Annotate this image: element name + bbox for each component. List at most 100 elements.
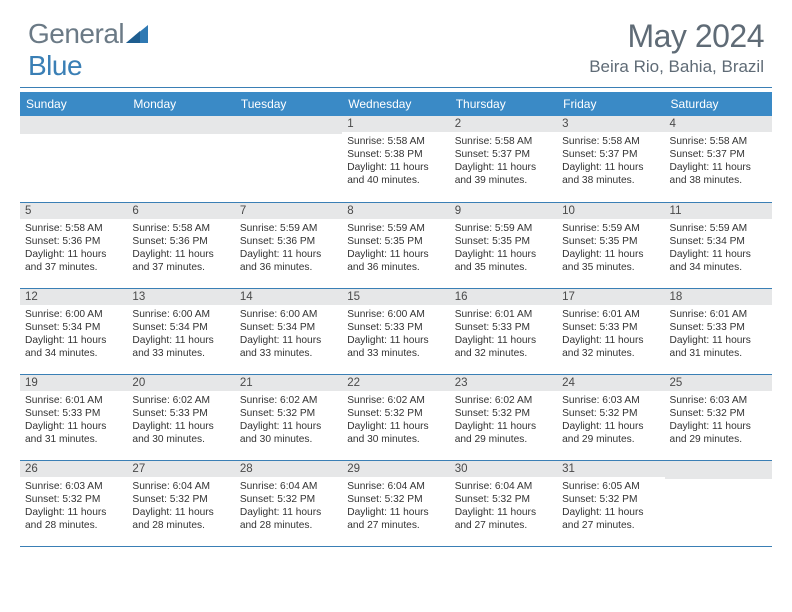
day-details: Sunrise: 6:04 AMSunset: 5:32 PMDaylight:…	[127, 477, 234, 536]
brand-logo: GeneralBlue	[28, 18, 152, 82]
calendar-cell: 23Sunrise: 6:02 AMSunset: 5:32 PMDayligh…	[450, 374, 557, 460]
day-details: Sunrise: 5:59 AMSunset: 5:35 PMDaylight:…	[450, 219, 557, 278]
weekday-header: Tuesday	[235, 92, 342, 116]
day-details: Sunrise: 6:00 AMSunset: 5:34 PMDaylight:…	[20, 305, 127, 364]
day-number: 13	[127, 289, 234, 305]
calendar-cell: 25Sunrise: 6:03 AMSunset: 5:32 PMDayligh…	[665, 374, 772, 460]
day-details: Sunrise: 5:58 AMSunset: 5:36 PMDaylight:…	[127, 219, 234, 278]
day-number: 7	[235, 203, 342, 219]
day-details: Sunrise: 6:02 AMSunset: 5:32 PMDaylight:…	[342, 391, 449, 450]
day-number: 24	[557, 375, 664, 391]
day-details: Sunrise: 5:58 AMSunset: 5:37 PMDaylight:…	[450, 132, 557, 191]
day-number: 23	[450, 375, 557, 391]
weekday-header: Saturday	[665, 92, 772, 116]
calendar-week-row: 26Sunrise: 6:03 AMSunset: 5:32 PMDayligh…	[20, 460, 772, 546]
weekday-header: Friday	[557, 92, 664, 116]
calendar-cell: 20Sunrise: 6:02 AMSunset: 5:33 PMDayligh…	[127, 374, 234, 460]
calendar-cell: 1Sunrise: 5:58 AMSunset: 5:38 PMDaylight…	[342, 116, 449, 202]
month-title: May 2024	[589, 18, 764, 55]
weekday-header: Wednesday	[342, 92, 449, 116]
day-number: 28	[235, 461, 342, 477]
day-number: 30	[450, 461, 557, 477]
day-number: 3	[557, 116, 664, 132]
calendar-cell: 17Sunrise: 6:01 AMSunset: 5:33 PMDayligh…	[557, 288, 664, 374]
day-details: Sunrise: 6:02 AMSunset: 5:32 PMDaylight:…	[450, 391, 557, 450]
calendar-week-row: 1Sunrise: 5:58 AMSunset: 5:38 PMDaylight…	[20, 116, 772, 202]
day-details: Sunrise: 6:03 AMSunset: 5:32 PMDaylight:…	[557, 391, 664, 450]
calendar-cell	[665, 460, 772, 546]
day-details: Sunrise: 6:01 AMSunset: 5:33 PMDaylight:…	[557, 305, 664, 364]
day-details: Sunrise: 6:04 AMSunset: 5:32 PMDaylight:…	[235, 477, 342, 536]
calendar-cell: 26Sunrise: 6:03 AMSunset: 5:32 PMDayligh…	[20, 460, 127, 546]
calendar-body: 1Sunrise: 5:58 AMSunset: 5:38 PMDaylight…	[20, 116, 772, 546]
day-details: Sunrise: 6:04 AMSunset: 5:32 PMDaylight:…	[450, 477, 557, 536]
calendar-cell: 21Sunrise: 6:02 AMSunset: 5:32 PMDayligh…	[235, 374, 342, 460]
calendar-cell: 5Sunrise: 5:58 AMSunset: 5:36 PMDaylight…	[20, 202, 127, 288]
location-text: Beira Rio, Bahia, Brazil	[589, 57, 764, 83]
day-number: 25	[665, 375, 772, 391]
brand-text: GeneralBlue	[28, 18, 152, 82]
calendar-cell	[20, 116, 127, 202]
empty-day-strip	[20, 116, 127, 134]
calendar-cell: 9Sunrise: 5:59 AMSunset: 5:35 PMDaylight…	[450, 202, 557, 288]
weekday-header: Thursday	[450, 92, 557, 116]
brand-word1: General	[28, 18, 124, 49]
day-number: 19	[20, 375, 127, 391]
weekday-header: Monday	[127, 92, 234, 116]
calendar-cell: 30Sunrise: 6:04 AMSunset: 5:32 PMDayligh…	[450, 460, 557, 546]
day-number: 31	[557, 461, 664, 477]
day-number: 10	[557, 203, 664, 219]
day-number: 6	[127, 203, 234, 219]
day-details: Sunrise: 5:59 AMSunset: 5:35 PMDaylight:…	[557, 219, 664, 278]
calendar-cell: 6Sunrise: 5:58 AMSunset: 5:36 PMDaylight…	[127, 202, 234, 288]
calendar-cell: 18Sunrise: 6:01 AMSunset: 5:33 PMDayligh…	[665, 288, 772, 374]
calendar-cell: 14Sunrise: 6:00 AMSunset: 5:34 PMDayligh…	[235, 288, 342, 374]
empty-day-strip	[127, 116, 234, 134]
day-details: Sunrise: 6:00 AMSunset: 5:34 PMDaylight:…	[127, 305, 234, 364]
brand-sail-icon	[126, 18, 152, 50]
day-details: Sunrise: 6:03 AMSunset: 5:32 PMDaylight:…	[665, 391, 772, 450]
calendar-cell: 22Sunrise: 6:02 AMSunset: 5:32 PMDayligh…	[342, 374, 449, 460]
day-number: 17	[557, 289, 664, 305]
day-number: 14	[235, 289, 342, 305]
day-number: 20	[127, 375, 234, 391]
day-number: 5	[20, 203, 127, 219]
day-details: Sunrise: 5:58 AMSunset: 5:38 PMDaylight:…	[342, 132, 449, 191]
day-number: 26	[20, 461, 127, 477]
day-number: 11	[665, 203, 772, 219]
calendar-cell: 19Sunrise: 6:01 AMSunset: 5:33 PMDayligh…	[20, 374, 127, 460]
day-number: 9	[450, 203, 557, 219]
day-details: Sunrise: 6:00 AMSunset: 5:33 PMDaylight:…	[342, 305, 449, 364]
day-number: 8	[342, 203, 449, 219]
day-details: Sunrise: 5:59 AMSunset: 5:35 PMDaylight:…	[342, 219, 449, 278]
day-number: 4	[665, 116, 772, 132]
day-number: 12	[20, 289, 127, 305]
title-block: May 2024 Beira Rio, Bahia, Brazil	[589, 18, 764, 83]
day-details: Sunrise: 6:01 AMSunset: 5:33 PMDaylight:…	[450, 305, 557, 364]
day-number: 1	[342, 116, 449, 132]
day-details: Sunrise: 5:58 AMSunset: 5:37 PMDaylight:…	[665, 132, 772, 191]
day-details: Sunrise: 5:59 AMSunset: 5:36 PMDaylight:…	[235, 219, 342, 278]
calendar-cell: 8Sunrise: 5:59 AMSunset: 5:35 PMDaylight…	[342, 202, 449, 288]
day-number: 16	[450, 289, 557, 305]
calendar-cell: 16Sunrise: 6:01 AMSunset: 5:33 PMDayligh…	[450, 288, 557, 374]
calendar-cell	[127, 116, 234, 202]
weekday-header: Sunday	[20, 92, 127, 116]
day-number: 27	[127, 461, 234, 477]
day-details: Sunrise: 6:02 AMSunset: 5:33 PMDaylight:…	[127, 391, 234, 450]
calendar-week-row: 19Sunrise: 6:01 AMSunset: 5:33 PMDayligh…	[20, 374, 772, 460]
calendar-table: SundayMondayTuesdayWednesdayThursdayFrid…	[20, 92, 772, 547]
calendar-week-row: 5Sunrise: 5:58 AMSunset: 5:36 PMDaylight…	[20, 202, 772, 288]
calendar-cell: 28Sunrise: 6:04 AMSunset: 5:32 PMDayligh…	[235, 460, 342, 546]
day-number: 18	[665, 289, 772, 305]
calendar-cell: 11Sunrise: 5:59 AMSunset: 5:34 PMDayligh…	[665, 202, 772, 288]
calendar-cell: 24Sunrise: 6:03 AMSunset: 5:32 PMDayligh…	[557, 374, 664, 460]
day-details: Sunrise: 6:01 AMSunset: 5:33 PMDaylight:…	[20, 391, 127, 450]
calendar-cell: 13Sunrise: 6:00 AMSunset: 5:34 PMDayligh…	[127, 288, 234, 374]
header-rule	[20, 87, 772, 88]
calendar-cell: 10Sunrise: 5:59 AMSunset: 5:35 PMDayligh…	[557, 202, 664, 288]
calendar-cell: 2Sunrise: 5:58 AMSunset: 5:37 PMDaylight…	[450, 116, 557, 202]
calendar-cell: 31Sunrise: 6:05 AMSunset: 5:32 PMDayligh…	[557, 460, 664, 546]
brand-word2: Blue	[28, 50, 82, 81]
day-details: Sunrise: 6:01 AMSunset: 5:33 PMDaylight:…	[665, 305, 772, 364]
